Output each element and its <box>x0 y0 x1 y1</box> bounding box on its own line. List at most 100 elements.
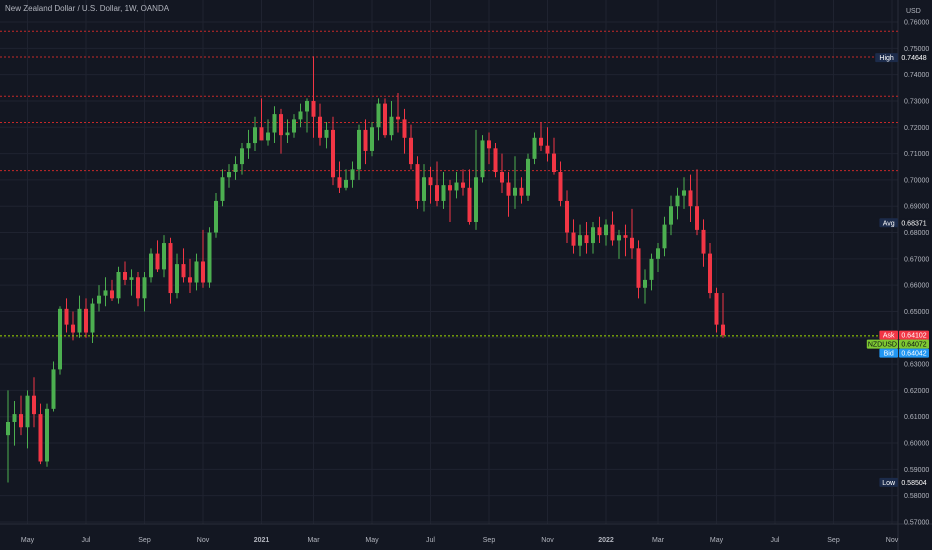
candle-body <box>175 264 179 294</box>
y-tick-label: 0.73000 <box>904 98 929 105</box>
candle <box>617 229 621 259</box>
marker-value-text: 0.68371 <box>901 220 926 227</box>
candle <box>454 172 459 199</box>
candle <box>422 164 426 212</box>
candle <box>467 169 472 225</box>
marker-label-bg <box>879 218 898 228</box>
candle <box>6 390 10 483</box>
candle-body <box>578 235 582 246</box>
candle <box>714 287 719 333</box>
candle <box>246 129 251 159</box>
marker-label-text: Ask <box>883 333 895 340</box>
candle <box>721 293 725 338</box>
candle-body <box>168 243 173 294</box>
candle-body <box>318 116 322 138</box>
candle-body <box>142 277 147 299</box>
y-tick-label: 0.62000 <box>904 388 929 395</box>
candle-body <box>350 169 355 180</box>
candle <box>500 153 504 194</box>
candle <box>142 272 147 312</box>
candle-body <box>617 235 621 241</box>
candle <box>552 137 556 175</box>
price-axis[interactable]: 0.76000 0.75000 0.74000 0.73000 0.72000 0.710… <box>904 8 929 527</box>
candle <box>695 169 699 236</box>
candle <box>545 127 550 162</box>
price-marker-avg: Avg 0.68371 <box>879 218 929 228</box>
marker-value-bg <box>899 53 929 63</box>
candle-body <box>259 127 264 141</box>
candle-body <box>123 272 127 280</box>
candle-body <box>532 137 537 159</box>
time-axis[interactable]: May Jul Sep Nov 2021 Mar May Jul Sep Nov 2022 Mar Ma… <box>21 537 899 544</box>
candle <box>201 229 205 288</box>
candle-body <box>214 200 218 233</box>
x-tick-label: May <box>21 537 35 544</box>
marker-value-text: 0.64072 <box>901 342 926 349</box>
candle-body <box>454 182 459 191</box>
y-tick-label: 0.66000 <box>904 283 929 290</box>
candle-body <box>370 127 374 151</box>
candle <box>103 277 108 307</box>
candle-body <box>12 414 17 422</box>
x-tick-label: Nov <box>886 537 899 544</box>
candle <box>669 195 673 236</box>
candle-body <box>558 172 563 201</box>
candle-body <box>331 129 335 178</box>
y-tick-label: 0.75000 <box>904 46 929 53</box>
candle-body <box>129 277 134 280</box>
candle-body <box>149 253 153 278</box>
marker-label-text: Low <box>882 480 896 487</box>
candle <box>168 237 173 304</box>
marker-value-text: 0.74648 <box>901 55 926 62</box>
candle <box>233 156 238 180</box>
candle-body <box>623 235 628 238</box>
candle-body <box>188 277 192 283</box>
candle <box>25 390 30 449</box>
candle <box>506 172 511 217</box>
candle-body <box>162 243 166 270</box>
candle <box>487 132 491 165</box>
candle-body <box>643 279 647 288</box>
candle <box>214 193 218 238</box>
candle <box>565 190 569 244</box>
candle <box>298 103 303 128</box>
candle <box>441 172 446 209</box>
candle-body <box>584 235 589 244</box>
candle <box>656 243 660 272</box>
candle <box>64 298 69 333</box>
y-tick-label: 0.61000 <box>904 414 929 421</box>
candle-body <box>435 185 439 201</box>
candle-body <box>155 253 160 270</box>
candle-body <box>19 414 23 428</box>
candle <box>318 103 322 146</box>
candle-body <box>656 248 660 259</box>
candle-body <box>604 224 608 236</box>
candle <box>389 100 394 141</box>
candle <box>604 219 608 246</box>
candle <box>682 177 686 209</box>
candle-body <box>227 172 231 178</box>
candle-body <box>233 164 238 172</box>
candle-body <box>493 148 498 172</box>
candle-body <box>487 140 491 149</box>
candle-body <box>357 129 361 170</box>
candle <box>19 395 23 436</box>
candle <box>402 108 407 154</box>
y-tick-label: 0.57000 <box>904 520 929 527</box>
candle-body <box>194 261 199 283</box>
candle <box>227 164 231 188</box>
candle <box>97 285 101 312</box>
candle <box>155 240 160 272</box>
candle-body <box>25 395 30 428</box>
candle-body <box>708 253 712 294</box>
candle <box>32 377 36 428</box>
candle-body <box>71 324 75 333</box>
candle <box>110 279 114 301</box>
marker-label-bg <box>875 53 898 63</box>
candle-body <box>597 227 602 236</box>
marker-value-bg <box>899 477 929 487</box>
candle <box>636 240 641 299</box>
candle-body <box>513 187 517 196</box>
